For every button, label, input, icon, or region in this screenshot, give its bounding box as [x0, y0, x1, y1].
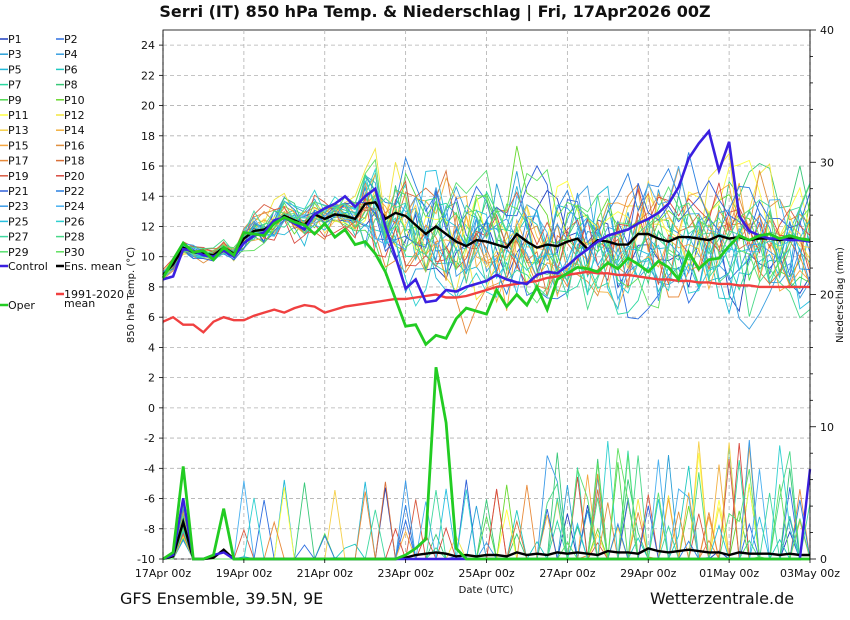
temp-line-p17 [162, 181, 811, 335]
y-tick-label-left: 6 [148, 311, 155, 324]
plot-area [162, 29, 811, 560]
x-tick-label: 17Apr 00z [135, 567, 192, 580]
x-tick-label: 23Apr 00z [377, 567, 434, 580]
y-tick-label-left: 20 [141, 100, 155, 113]
legend-p28: P28 [64, 231, 85, 244]
control-line [162, 128, 811, 304]
temp-line-p29 [162, 169, 811, 304]
temp-line-p20 [162, 182, 811, 286]
y-axis-left-label: 850 hPa Temp. (°C) [126, 247, 137, 343]
x-tick-label: 27Apr 00z [539, 567, 596, 580]
legend-clim: 1991-2020 [64, 288, 124, 301]
legend-p17: P17 [8, 155, 29, 168]
x-tick-label: 01May 00z [699, 567, 759, 580]
source-credit: Wetterzentrale.de [650, 589, 795, 608]
y-tick-label-right: 30 [820, 156, 834, 169]
temp-line-p30 [162, 158, 811, 309]
x-tick-label: 03May 00z [780, 567, 840, 580]
y-tick-label-left: 12 [141, 220, 155, 233]
temp-line-p14 [162, 176, 811, 310]
y-tick-label-right: 20 [820, 289, 834, 302]
legend-ens-mean: Ens. mean [64, 260, 122, 273]
legend-p16: P16 [64, 139, 85, 152]
legend-p7: P7 [8, 79, 22, 92]
y-tick-label-left: 4 [148, 341, 155, 354]
y-tick-label-right: 10 [820, 421, 834, 434]
legend-p21: P21 [8, 185, 29, 198]
y-tick-label-left: 10 [141, 251, 155, 264]
legend-p22: P22 [64, 185, 85, 198]
legend-clim-line2: mean [64, 297, 95, 310]
y-tick-label-left: -8 [144, 523, 155, 536]
y-tick-label-left: -6 [144, 493, 155, 506]
y-axis-right-label: Niederschlag (mm) [835, 247, 846, 343]
y-tick-label-right: 40 [820, 24, 834, 37]
legend-p14: P14 [64, 124, 85, 137]
legend-p25: P25 [8, 215, 29, 228]
y-tick-label-left: 16 [141, 160, 155, 173]
y-tick-label-left: 24 [141, 39, 155, 52]
x-axis: 17Apr 00z 19Apr 00z 21Apr 00z 23Apr 00z 25Ap… [135, 559, 840, 580]
legend-p9: P9 [8, 94, 22, 107]
legend-p19: P19 [8, 170, 29, 183]
x-tick-label: 19Apr 00z [216, 567, 273, 580]
legend-p15: P15 [8, 139, 29, 152]
y-tick-label-right: 0 [820, 553, 827, 566]
legend-p2: P2 [64, 33, 78, 46]
legend: P1 P2 P3 P4 P5 P6 P7 P8 P9 P10 P11 P12 P13 P14 P15 P16 P… [0, 33, 124, 312]
chart-title: Serri (IT) 850 hPa Temp. & Niederschlag … [159, 2, 710, 22]
legend-p23: P23 [8, 200, 29, 213]
legend-p12: P12 [64, 109, 85, 122]
legend-p11: P11 [8, 109, 29, 122]
model-info: GFS Ensemble, 39.5N, 9E [120, 589, 324, 608]
temperature-lines [161, 128, 811, 347]
legend-p18: P18 [64, 155, 85, 168]
legend-p13: P13 [8, 124, 29, 137]
x-tick-label: 29Apr 00z [620, 567, 677, 580]
y-tick-label-left: 18 [141, 130, 155, 143]
oper-line [161, 215, 811, 347]
legend-p6: P6 [64, 63, 78, 76]
y-tick-label-left: 22 [141, 69, 155, 82]
y-axis-right: 40 30 20 10 0 [809, 24, 834, 566]
legend-p5: P5 [8, 63, 22, 76]
temp-line-p19 [162, 179, 811, 289]
climatology-line [162, 270, 810, 334]
temp-line-p23 [162, 192, 811, 301]
x-axis-label: Date (UTC) [459, 585, 514, 596]
y-tick-label-left: -10 [137, 553, 155, 566]
y-tick-label-left: 8 [148, 281, 155, 294]
y-tick-label-left: 2 [148, 372, 155, 385]
x-tick-label: 25Apr 00z [458, 567, 515, 580]
legend-p10: P10 [64, 94, 85, 107]
temp-line-p24 [162, 165, 811, 278]
legend-p1: P1 [8, 33, 22, 46]
legend-control: Control [8, 260, 48, 273]
legend-p4: P4 [64, 48, 78, 61]
y-tick-label-left: 14 [141, 190, 155, 203]
y-tick-label-left: -4 [144, 462, 155, 475]
y-tick-label-left: 0 [148, 402, 155, 415]
legend-p3: P3 [8, 48, 22, 61]
legend-p26: P26 [64, 215, 85, 228]
legend-p30: P30 [64, 246, 85, 259]
legend-p8: P8 [64, 79, 78, 92]
legend-p24: P24 [64, 200, 85, 213]
y-tick-label-left: -2 [144, 432, 155, 445]
legend-p29: P29 [8, 246, 29, 259]
legend-oper: Oper [8, 299, 35, 312]
legend-p27: P27 [8, 231, 29, 244]
x-tick-label: 21Apr 00z [297, 567, 354, 580]
legend-p20: P20 [64, 170, 85, 183]
